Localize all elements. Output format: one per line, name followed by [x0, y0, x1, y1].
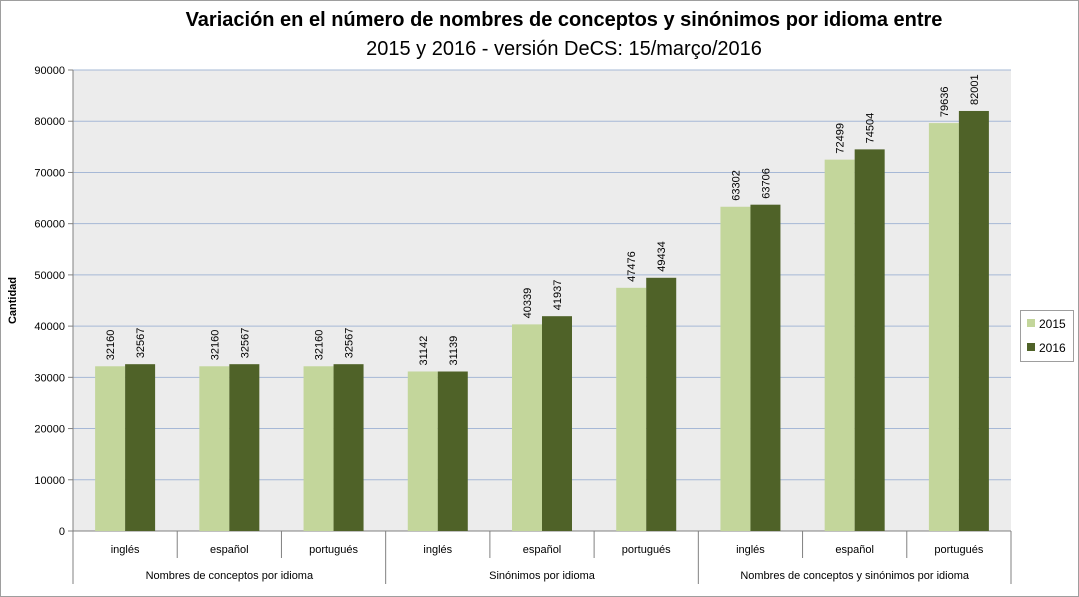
bar-2015 — [824, 159, 855, 531]
bar-2015 — [928, 123, 959, 532]
y-axis-title: Cantidad — [7, 277, 19, 324]
data-label-2016: 82001 — [969, 74, 981, 105]
x-category-label: español — [523, 544, 562, 556]
chart-title: Variación en el número de nombres de con… — [185, 9, 943, 31]
bar-2016 — [542, 316, 572, 531]
x-category-label: portugués — [309, 544, 358, 556]
data-label-2015: 32160 — [209, 330, 221, 361]
x-category-label: inglés — [736, 544, 765, 556]
data-label-2016: 31139 — [448, 336, 460, 366]
legend-label-2016: 2016 — [1039, 341, 1066, 355]
y-tick-label: 70000 — [34, 167, 65, 179]
x-category-label: español — [835, 544, 874, 556]
y-tick-label: 40000 — [34, 321, 65, 333]
data-label-2016: 32567 — [135, 328, 147, 359]
bar-2015 — [199, 366, 230, 531]
data-label-2015: 63302 — [730, 170, 742, 201]
bar-2016 — [854, 149, 885, 531]
x-group-label: Sinónimos por idioma — [489, 570, 596, 582]
bar-2016 — [229, 364, 260, 531]
bar-2016 — [646, 277, 677, 531]
data-label-2016: 74504 — [865, 113, 877, 144]
legend-swatch-2015 — [1027, 319, 1035, 327]
bar-2015 — [303, 366, 334, 531]
data-label-2015: 31142 — [418, 336, 430, 366]
bar-2015 — [616, 287, 647, 531]
y-tick-label: 20000 — [34, 424, 65, 436]
x-category-label: español — [210, 544, 249, 556]
data-label-2015: 32160 — [314, 330, 326, 361]
chart-legend: 2015 2016 — [1020, 310, 1074, 362]
bar-2016 — [958, 110, 989, 531]
bar-2015 — [407, 371, 438, 531]
x-category-label: inglés — [111, 544, 140, 556]
y-tick-label: 30000 — [34, 372, 65, 384]
bar-2015 — [720, 206, 751, 531]
x-group-label: Nombres de conceptos por idioma — [146, 570, 314, 582]
data-label-2015: 47476 — [626, 251, 638, 282]
x-category-label: portugués — [934, 544, 983, 556]
y-tick-label: 60000 — [34, 219, 65, 231]
data-label-2015: 72499 — [835, 123, 847, 154]
x-group-label: Nombres de conceptos y sinónimos por idi… — [740, 570, 970, 582]
bar-2016 — [750, 204, 781, 531]
legend-swatch-2016 — [1027, 343, 1035, 351]
bar-2015 — [95, 366, 126, 531]
x-category-label: portugués — [622, 544, 671, 556]
y-tick-label: 0 — [59, 526, 65, 538]
bar-2016 — [333, 364, 364, 531]
y-tick-label: 10000 — [34, 475, 65, 487]
data-label-2016: 32567 — [344, 328, 356, 359]
data-label-2016: 41937 — [552, 280, 564, 311]
chart-subtitle: 2015 y 2016 - versión DeCS: 15/março/201… — [366, 38, 762, 60]
y-tick-label: 90000 — [34, 65, 65, 77]
data-label-2015: 79636 — [939, 86, 951, 117]
y-tick-label: 50000 — [34, 270, 65, 282]
data-label-2016: 32567 — [239, 328, 251, 359]
data-label-2015: 40339 — [522, 288, 534, 319]
x-category-label: inglés — [423, 544, 452, 556]
data-label-2016: 63706 — [760, 168, 772, 199]
bar-2016 — [437, 371, 468, 531]
legend-label-2015: 2015 — [1039, 317, 1066, 331]
bar-2015 — [512, 324, 542, 531]
data-label-2016: 49434 — [656, 241, 668, 272]
data-label-2015: 32160 — [105, 330, 117, 361]
y-tick-label: 80000 — [34, 116, 65, 128]
bar-2016 — [125, 364, 156, 531]
